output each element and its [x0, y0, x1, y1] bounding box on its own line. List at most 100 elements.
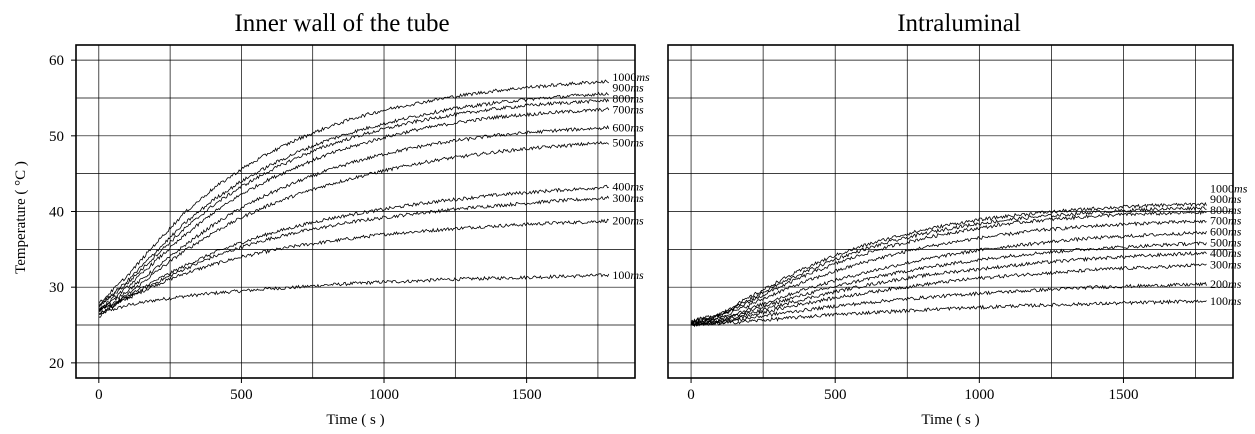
series-label-value: 800	[1210, 203, 1228, 217]
series-label-value: 500	[1210, 235, 1228, 249]
series-label-200ms: 200ms	[612, 214, 644, 228]
series-label-400ms: 400ms	[612, 180, 644, 194]
series-line-300ms	[98, 195, 610, 313]
series-line-900ms	[691, 205, 1207, 324]
series-label-value: 300	[612, 191, 630, 205]
series-label-value: 700	[1210, 214, 1228, 228]
series-label-value: 600	[612, 120, 630, 134]
series-line-400ms	[691, 251, 1207, 326]
chart-title: Intraluminal	[897, 10, 1021, 37]
series-label-unit: ms	[630, 180, 644, 194]
series-label-unit: ms	[1228, 235, 1242, 249]
series-label-value: 1000	[1210, 181, 1234, 195]
series-label-400ms: 400ms	[1210, 246, 1242, 260]
y-tick-label: 20	[49, 356, 64, 372]
series-line-900ms	[98, 91, 610, 308]
series-label-value: 100	[1210, 294, 1228, 308]
series-line-600ms	[690, 230, 1207, 326]
series-label-500ms: 500ms	[612, 136, 644, 150]
series-line-500ms	[98, 140, 610, 319]
series-label-unit: ms	[630, 102, 644, 116]
series-label-500ms: 500ms	[1210, 235, 1242, 249]
series-line-300ms	[691, 263, 1207, 327]
series-label-value: 900	[612, 81, 630, 95]
y-tick-label: 50	[49, 129, 64, 145]
series-label-unit: ms	[1234, 181, 1248, 195]
series-label-unit: ms	[630, 120, 644, 134]
series-label-unit: ms	[1228, 277, 1242, 291]
series-line-1000ms	[690, 201, 1207, 323]
series-label-unit: ms	[630, 191, 644, 205]
series-line-400ms	[98, 184, 609, 312]
series-line-100ms	[98, 273, 610, 315]
chart-panel-1: Inner wall of the tube 0 500 1000 1500 20 30 40…	[13, 10, 650, 428]
series-label-value: 900	[1210, 192, 1228, 206]
series-line-800ms	[690, 209, 1207, 324]
series-label-unit: ms	[1228, 257, 1242, 271]
x-tick-label: 0	[687, 387, 695, 403]
chart-title: Inner wall of the tube	[234, 10, 449, 37]
series-label-value: 200	[1210, 277, 1228, 291]
series-line-200ms	[98, 218, 610, 315]
y-tick-label: 30	[49, 280, 64, 296]
series-label-value: 200	[612, 214, 630, 228]
series-label-600ms: 600ms	[1210, 225, 1242, 239]
series-label-unit: ms	[630, 268, 644, 282]
series-label-unit: ms	[630, 214, 644, 228]
series-label-unit: ms	[630, 81, 644, 95]
series-label-300ms: 300ms	[1210, 257, 1242, 271]
series-label-700ms: 700ms	[612, 102, 644, 116]
x-tick-label: 1000	[369, 387, 399, 403]
series-label-900ms: 900ms	[612, 81, 644, 95]
series-label-value: 400	[1210, 246, 1228, 260]
y-axis-label: Temperature ( °C )	[13, 161, 29, 274]
series-label-800ms: 800ms	[1210, 203, 1242, 217]
y-tick-label: 60	[49, 53, 64, 69]
series-label-value: 500	[612, 136, 630, 150]
series-label-600ms: 600ms	[612, 120, 644, 134]
series-line-700ms	[690, 219, 1207, 325]
series-label-900ms: 900ms	[1210, 192, 1242, 206]
series-line-500ms	[690, 241, 1207, 326]
x-tick-label: 0	[95, 387, 103, 403]
series-label-700ms: 700ms	[1210, 214, 1242, 228]
series-label-unit: ms	[636, 70, 650, 84]
x-axis-label: Time ( s )	[326, 412, 384, 428]
x-tick-label: 500	[230, 387, 253, 403]
series-label-value: 700	[612, 102, 630, 116]
series-label-unit: ms	[1228, 214, 1242, 228]
series-label-100ms: 100ms	[612, 268, 644, 282]
series-label-300ms: 300ms	[612, 191, 644, 205]
series-label-unit: ms	[1228, 294, 1242, 308]
x-tick-label: 1500	[1108, 387, 1138, 403]
series-line-100ms	[690, 299, 1207, 328]
x-tick-label: 1500	[512, 387, 542, 403]
series-label-value: 100	[612, 268, 630, 282]
x-axis-label: Time ( s )	[921, 412, 979, 428]
series-label-value: 600	[1210, 225, 1228, 239]
series-label-800ms: 800ms	[612, 92, 644, 106]
plot-frame	[667, 44, 1234, 379]
y-tick-label: 40	[49, 205, 64, 221]
series-label-1000ms: 1000ms	[1210, 181, 1248, 195]
series-label-unit: ms	[630, 136, 644, 150]
series-label-200ms: 200ms	[1210, 277, 1242, 291]
series-line-1000ms	[98, 79, 610, 304]
series-label-100ms: 100ms	[1210, 294, 1242, 308]
series-label-unit: ms	[1228, 246, 1242, 260]
series-label-1000ms: 1000ms	[612, 70, 650, 84]
series-label-unit: ms	[630, 92, 644, 106]
series-label-value: 300	[1210, 257, 1228, 271]
x-tick-label: 500	[824, 387, 847, 403]
series-line-700ms	[98, 107, 610, 311]
series-label-value: 1000	[612, 70, 636, 84]
series-line-200ms	[690, 281, 1207, 327]
series-line-800ms	[98, 98, 610, 308]
series-label-unit: ms	[1228, 225, 1242, 239]
series-label-unit: ms	[1228, 192, 1242, 206]
series-label-value: 400	[612, 180, 630, 194]
series-label-unit: ms	[1228, 203, 1242, 217]
x-tick-label: 1000	[964, 387, 994, 403]
